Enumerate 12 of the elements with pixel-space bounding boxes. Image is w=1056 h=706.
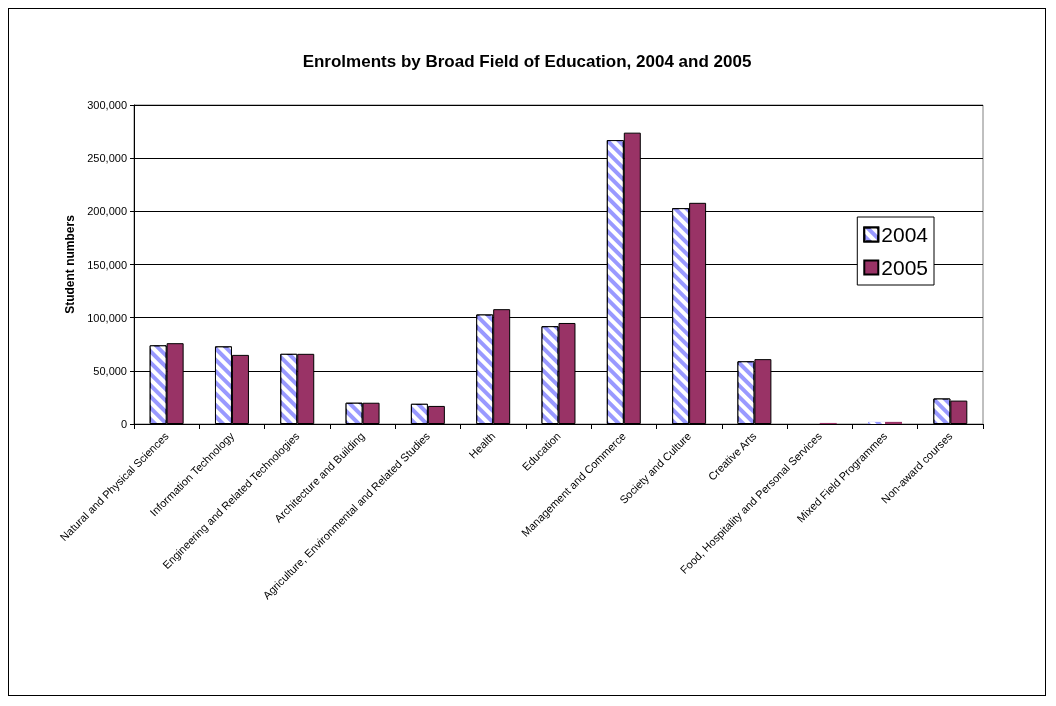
bar [885, 421, 903, 424]
y-tick-label: 300,000 [87, 99, 127, 111]
y-tick-label: 250,000 [87, 152, 127, 165]
legend-label: 2004 [881, 223, 929, 246]
y-tick-label: 150,000 [87, 258, 127, 271]
y-tick-label: 0 [120, 418, 127, 430]
y-tick-label: 100,000 [87, 311, 127, 324]
legend-label: 2005 [881, 256, 928, 279]
chart-title: Enrolments by Broad Field of Education, 2004 and 2005 [302, 52, 752, 71]
y-tick-label: 50,000 [93, 364, 127, 377]
y-axis-title: Student numbers [63, 214, 78, 314]
y-tick-label: 200,000 [87, 205, 127, 218]
